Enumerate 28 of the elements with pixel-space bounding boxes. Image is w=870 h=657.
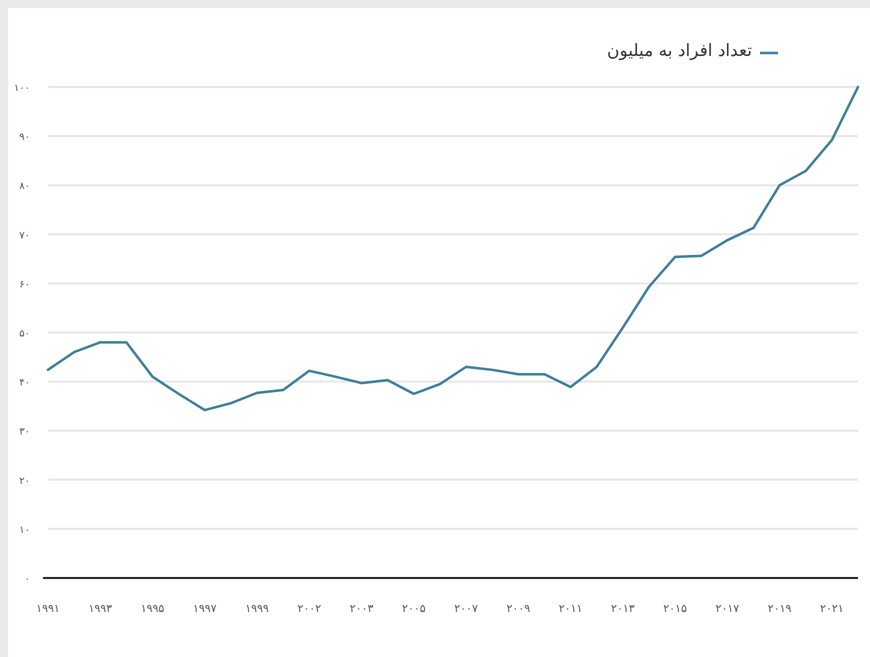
- y-tick-label: ۳۰: [19, 426, 30, 438]
- y-tick-label: ۸۰: [19, 181, 30, 192]
- x-tick-label: ۱۹۹۷: [192, 602, 217, 615]
- x-tick-label: ۱۹۹۹: [245, 602, 269, 615]
- y-tick-label: ۰: [24, 574, 30, 585]
- x-tick-label: ۲۰۰۹: [506, 602, 530, 615]
- x-tick-label: ۲۰۲۱: [820, 602, 844, 615]
- x-tick-label: ۱۹۹۳: [88, 602, 112, 615]
- y-tick-label: ۵۰: [19, 328, 30, 340]
- y-tick-label: ۹۰: [19, 132, 30, 144]
- x-tick-label: ۲۰۰۳: [350, 602, 374, 615]
- y-tick-label: ۱۰۰: [14, 83, 30, 94]
- y-tick-label: ۶۰: [19, 279, 30, 290]
- y-tick-label: ۷۰: [19, 230, 30, 242]
- x-tick-label: ۱۹۹۱: [36, 602, 60, 615]
- x-tick-label: ۱۹۹۵: [140, 602, 164, 615]
- x-tick-label: ۲۰۱۹: [768, 602, 792, 615]
- legend: تعداد افراد به میلیون: [607, 41, 778, 61]
- x-tick-label: ۲۰۱۷: [716, 602, 740, 615]
- x-tick-label: ۲۰۰۷: [454, 602, 478, 615]
- y-tick-label: ۲۰: [19, 476, 30, 487]
- x-tick-label: ۲۰۱۵: [663, 602, 687, 615]
- x-tick-label: ۲۰۰۲: [297, 602, 322, 615]
- y-tick-label: ۱۰: [19, 524, 30, 536]
- x-tick-label: ۲۰۰۵: [402, 602, 426, 615]
- x-tick-label: ۲۰۱۱: [558, 602, 582, 615]
- y-tick-label: ۴۰: [19, 378, 30, 389]
- x-tick-label: ۲۰۱۳: [611, 602, 635, 615]
